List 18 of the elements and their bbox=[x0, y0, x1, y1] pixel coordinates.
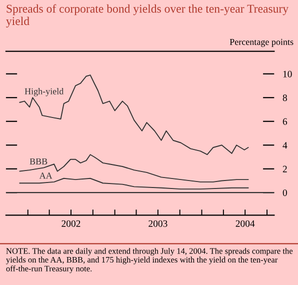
chart-title: Spreads of corporate bond yields over the ten-year Treasury yield bbox=[6, 4, 289, 28]
series-label: AA bbox=[39, 172, 52, 179]
y-tick-label: 10 bbox=[283, 70, 292, 78]
line-series bbox=[19, 74, 249, 156]
line-series bbox=[19, 154, 249, 182]
series-label: High-yield bbox=[24, 88, 64, 96]
x-tick-label: 2004 bbox=[236, 220, 255, 227]
series-label: BBB bbox=[30, 158, 48, 164]
text: NOTE. The data are daily and extend through July 14, 2004. The spreads compare the yields on the AA, BBB, and 175 high-yield indexes with the yield on the ten-year off-the-run Treasury note. bbox=[6, 248, 293, 274]
y-tick-label: 4 bbox=[282, 142, 288, 148]
y-tick-label: 6 bbox=[282, 118, 288, 125]
y-tick-label: 8 bbox=[282, 94, 287, 102]
y-tick-label: 2 bbox=[282, 166, 287, 172]
y-axis-title: Percentage points bbox=[230, 38, 294, 47]
y-tick-label: 0 bbox=[282, 190, 287, 196]
line-series bbox=[19, 178, 249, 190]
x-tick-label: 2002 bbox=[62, 220, 80, 227]
x-tick-label: 2003 bbox=[148, 220, 168, 227]
